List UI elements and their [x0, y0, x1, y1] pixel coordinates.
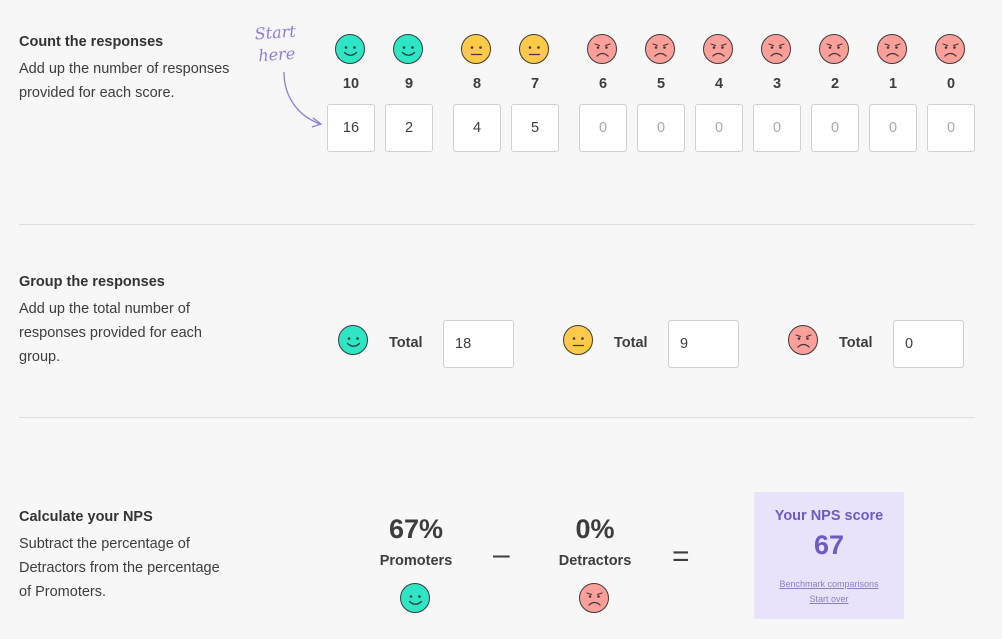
benchmark-comparisons-link[interactable]: Benchmark comparisons	[779, 579, 879, 589]
score-label-3: 3	[772, 76, 782, 92]
detractors-total-input[interactable]	[893, 320, 964, 368]
score-count-input-6[interactable]	[579, 104, 627, 152]
score-count-input-9[interactable]	[385, 104, 433, 152]
promoters-label: Promoters	[379, 553, 453, 569]
nps-result-value: 67	[813, 530, 845, 560]
score-count-input-8[interactable]	[453, 104, 501, 152]
sad-face-icon	[787, 324, 820, 357]
group-section-description: Add up the total number of responses pro…	[19, 301, 202, 365]
nps-result-card: Your NPS score 67 Benchmark comparisons …	[754, 492, 904, 619]
neutral-face-icon	[562, 324, 595, 357]
detractors-label: Detractors	[558, 553, 632, 569]
sad-face-icon	[818, 33, 851, 66]
detractors-total-label: Total	[839, 335, 873, 351]
neutral-face-icon	[460, 33, 493, 66]
calc-section-title: Calculate your NPS	[19, 509, 153, 525]
score-count-input-5[interactable]	[637, 104, 685, 152]
score-label-2: 2	[830, 76, 840, 92]
start-arrow-icon	[283, 71, 323, 128]
nps-result-title: Your NPS score	[774, 508, 884, 524]
passives-total-input[interactable]	[668, 320, 739, 368]
minus-operator: –	[493, 538, 510, 571]
sad-face-icon	[644, 33, 677, 66]
sad-face-icon	[876, 33, 909, 66]
promoters-percentage: 67%	[388, 514, 444, 544]
sad-face-icon	[760, 33, 793, 66]
sad-face-icon	[934, 33, 967, 66]
score-label-10: 10	[342, 76, 360, 92]
promoters-total-label: Total	[389, 335, 423, 351]
score-label-0: 0	[946, 76, 956, 92]
happy-face-icon	[399, 582, 432, 615]
divider	[19, 417, 975, 418]
score-label-7: 7	[530, 76, 540, 92]
sad-face-icon	[702, 33, 735, 66]
score-count-input-3[interactable]	[753, 104, 801, 152]
neutral-face-icon	[518, 33, 551, 66]
happy-face-icon	[392, 33, 425, 66]
score-label-8: 8	[472, 76, 482, 92]
sad-face-icon	[578, 582, 611, 615]
divider	[19, 224, 975, 225]
start-here-hint: Start here	[245, 20, 308, 68]
happy-face-icon	[334, 33, 367, 66]
equals-operator: =	[672, 540, 690, 573]
score-count-input-7[interactable]	[511, 104, 559, 152]
score-label-9: 9	[404, 76, 414, 92]
score-count-input-4[interactable]	[695, 104, 743, 152]
score-label-6: 6	[598, 76, 608, 92]
promoters-total-input[interactable]	[443, 320, 514, 368]
sad-face-icon	[586, 33, 619, 66]
score-count-input-1[interactable]	[869, 104, 917, 152]
group-section-title: Group the responses	[19, 274, 165, 290]
count-section-title: Count the responses	[19, 34, 164, 50]
score-label-4: 4	[714, 76, 724, 92]
happy-face-icon	[337, 324, 370, 357]
detractors-percentage: 0%	[575, 514, 615, 544]
start-hint-line2: here	[257, 43, 296, 66]
start-over-link[interactable]: Start over	[809, 594, 849, 604]
score-label-5: 5	[656, 76, 666, 92]
count-section-description: Add up the number of responses provided …	[19, 61, 230, 101]
passives-total-label: Total	[614, 335, 648, 351]
score-label-1: 1	[888, 76, 898, 92]
score-count-input-0[interactable]	[927, 104, 975, 152]
score-count-input-10[interactable]	[327, 104, 375, 152]
calc-section-description: Subtract the percentage of Detractors fr…	[19, 536, 220, 600]
score-count-input-2[interactable]	[811, 104, 859, 152]
